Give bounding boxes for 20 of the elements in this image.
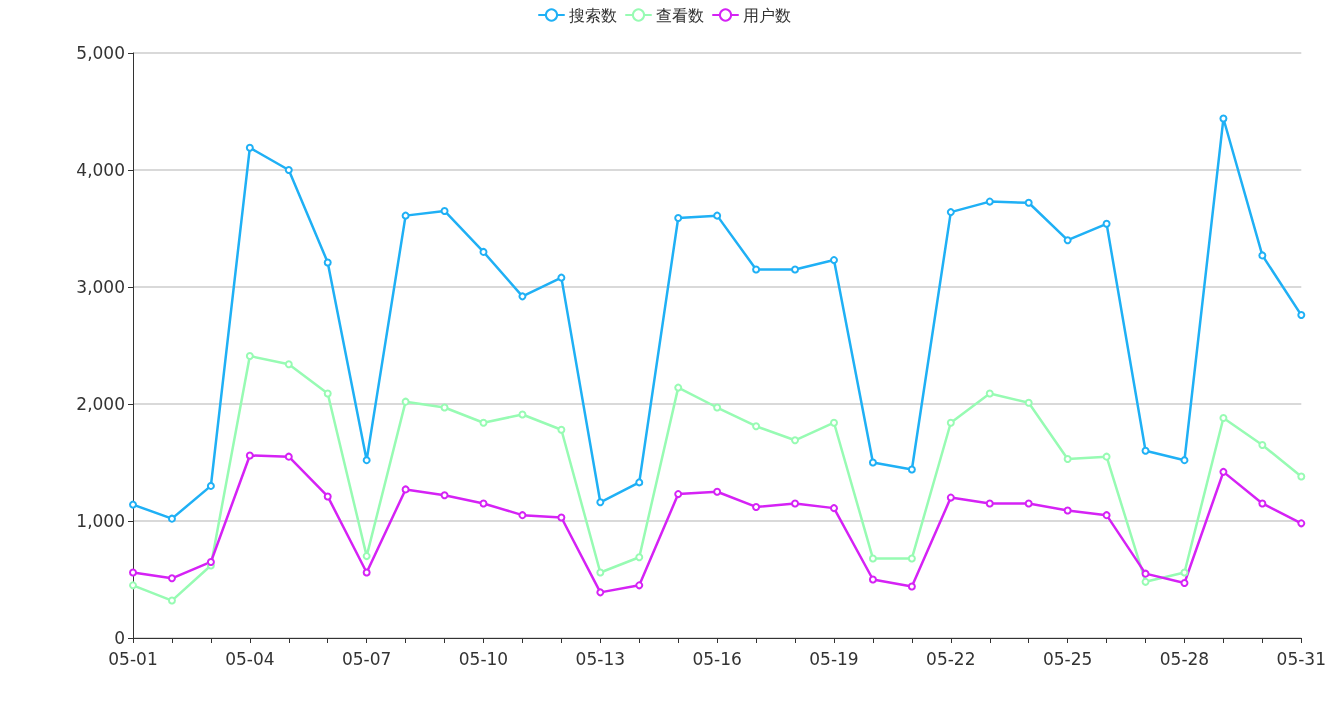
x-tick-label: 05-04 [225, 648, 275, 669]
x-tick-label: 05-07 [341, 648, 392, 669]
x-tick-label: 05-31 [1276, 648, 1326, 669]
x-tick-label: 05-13 [575, 648, 626, 669]
x-tick-label: 05-01 [108, 648, 158, 669]
x-tick-label: 05-10 [458, 648, 509, 669]
legend-label: 搜索数 [569, 5, 617, 25]
legend-label: 用户数 [743, 5, 791, 25]
y-tick-label: 3,000 [76, 277, 125, 297]
x-tick-label: 05-25 [1042, 648, 1093, 669]
legend-label: 查看数 [656, 5, 704, 25]
y-tick-label: 2,000 [76, 394, 125, 414]
y-tick-label: 5,000 [76, 43, 125, 63]
y-tick-label: 1,000 [76, 511, 125, 531]
x-tick-label: 05-28 [1159, 648, 1210, 669]
y-tick-label: 0 [114, 628, 125, 648]
y-tick-label: 4,000 [76, 160, 125, 180]
x-tick-label: 05-22 [926, 648, 976, 669]
x-tick-label: 05-19 [809, 648, 859, 669]
x-tick-label: 05-16 [692, 648, 742, 669]
